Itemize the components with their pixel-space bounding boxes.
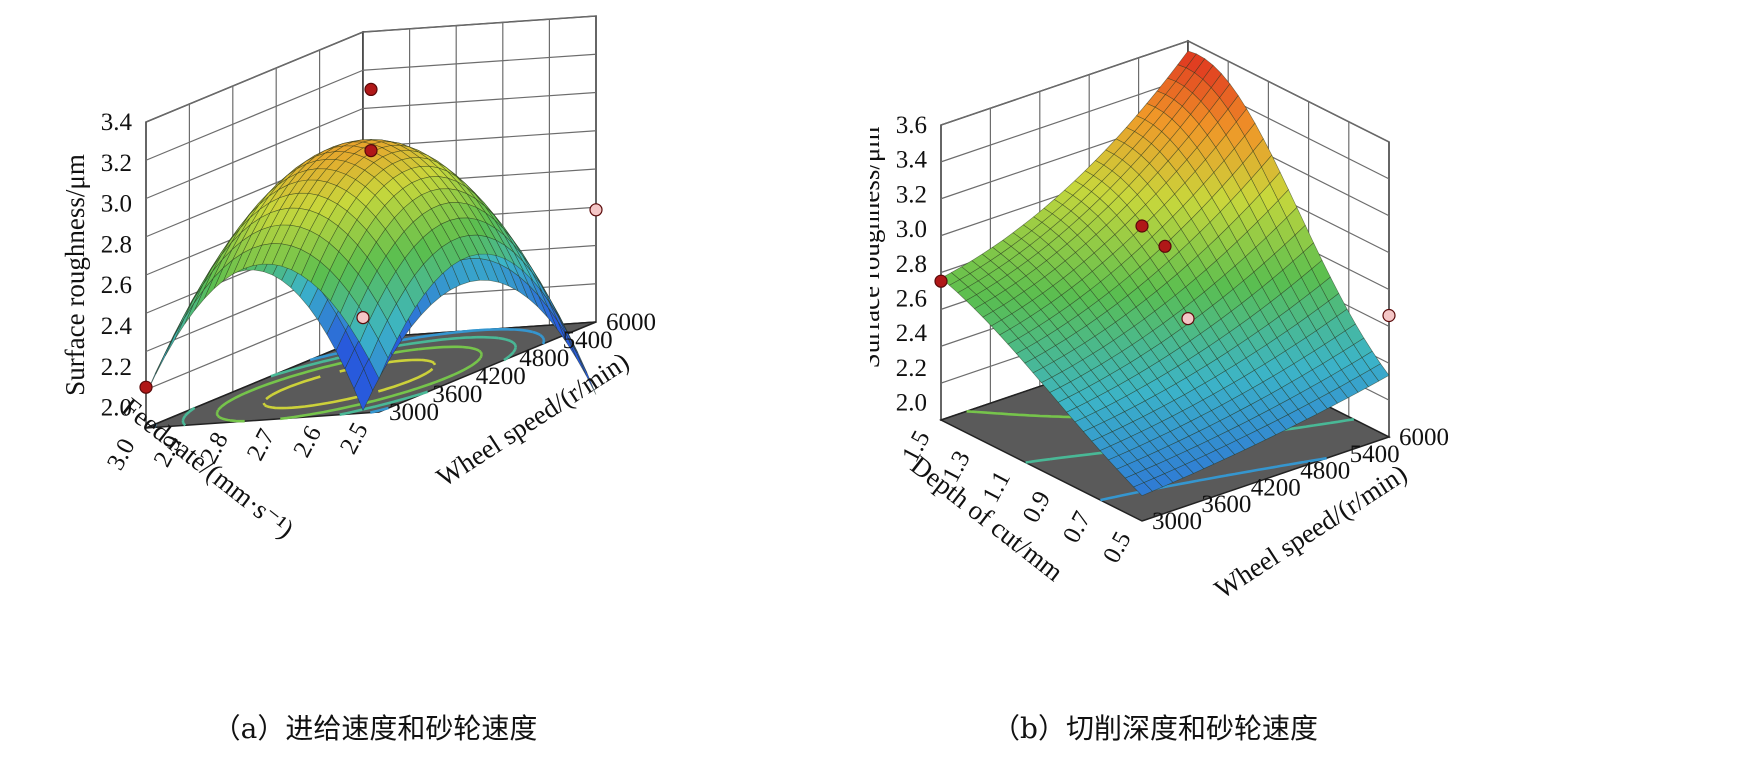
x-tick-label: 0.9	[1018, 487, 1057, 527]
wall-grid-line	[362, 53, 597, 71]
y-tick-label: 4200	[476, 363, 526, 390]
design-points-a	[139, 82, 603, 394]
caption: （a）进给速度和砂轮速度	[213, 712, 538, 745]
y-tick-label: 4200	[1251, 474, 1301, 501]
response-surface-a	[145, 139, 597, 412]
z-tick-label: 3.2	[101, 150, 132, 177]
x-tick-label: 0.7	[1058, 507, 1097, 547]
surface-plot-b: 2.02.22.42.62.83.03.23.43.61.51.31.10.90…	[870, 39, 1449, 745]
design-point	[364, 82, 378, 97]
y-tick-label: 5400	[1350, 441, 1400, 468]
y-tick-label: 3600	[432, 381, 482, 408]
z-tick-label: 2.0	[101, 395, 132, 422]
y-tick-label: 3600	[1201, 491, 1251, 518]
z-tick-label: 3.4	[101, 109, 133, 136]
y-tick-label: 6000	[1399, 424, 1449, 451]
z-tick-label: 3.4	[896, 147, 928, 174]
x-tick-label: 2.5	[335, 418, 374, 458]
response-surface-b	[940, 50, 1390, 497]
z-tick-label: 2.4	[101, 313, 133, 340]
wall-grid-line	[145, 107, 364, 200]
z-tick-label: 3.6	[896, 112, 927, 139]
wall-grid-line	[1187, 40, 1390, 143]
y-tick-label: 6000	[606, 309, 656, 336]
z-tick-label: 3.2	[896, 181, 927, 208]
caption: （b）切削深度和砂轮速度	[992, 712, 1318, 745]
z-tick-label: 2.0	[896, 390, 927, 417]
design-point	[934, 274, 948, 288]
surface-plot-a: 2.02.22.42.62.83.03.23.43.0 2.9 2.8 2.7 2.6 2…	[60, 15, 656, 745]
contour-line	[215, 345, 483, 423]
wall-grid-line	[940, 40, 1189, 126]
z-axis-label: Surface roughness/μm	[870, 127, 885, 369]
z-tick-label: 2.2	[896, 355, 927, 382]
design-points-b	[934, 219, 1396, 326]
z-tick-label: 2.6	[101, 272, 132, 299]
z-tick-label: 2.8	[101, 231, 132, 258]
wall-grid-line	[145, 31, 364, 123]
z-tick-label: 3.0	[101, 191, 132, 218]
wall-grid-line	[145, 69, 364, 161]
wall-grid-line	[362, 91, 597, 110]
surface-facet	[368, 338, 389, 380]
x-tick-label: 3.0	[102, 434, 141, 474]
y-tick-label: 3000	[389, 399, 439, 426]
design-point	[589, 203, 603, 217]
z-tick-label: 2.8	[896, 251, 927, 278]
surface-facet	[1133, 482, 1153, 497]
design-point	[1181, 312, 1195, 326]
x-tick-label: 0.5	[1098, 527, 1137, 567]
y-tick-label: 3000	[1152, 508, 1202, 535]
y-tick-label: 4800	[1300, 458, 1350, 485]
z-tick-label: 2.6	[896, 286, 927, 313]
wall-grid-line	[362, 15, 597, 33]
y-tick-label: 5400	[563, 327, 613, 354]
design-point	[1135, 219, 1149, 233]
design-point	[1158, 239, 1172, 253]
z-axis-label: Surface roughness/μm	[60, 154, 90, 396]
z-tick-label: 2.2	[101, 354, 132, 381]
x-tick-label: 2.6	[289, 422, 328, 462]
design-point	[356, 311, 370, 325]
z-tick-label: 3.0	[896, 216, 927, 243]
design-point	[1382, 308, 1396, 323]
x-tick-label: 2.7	[242, 425, 281, 465]
design-point	[364, 144, 378, 158]
design-point	[139, 380, 153, 394]
y-tick-label: 4800	[519, 345, 569, 372]
z-tick-label: 2.4	[896, 320, 928, 347]
wall-grid-line	[940, 77, 1189, 163]
